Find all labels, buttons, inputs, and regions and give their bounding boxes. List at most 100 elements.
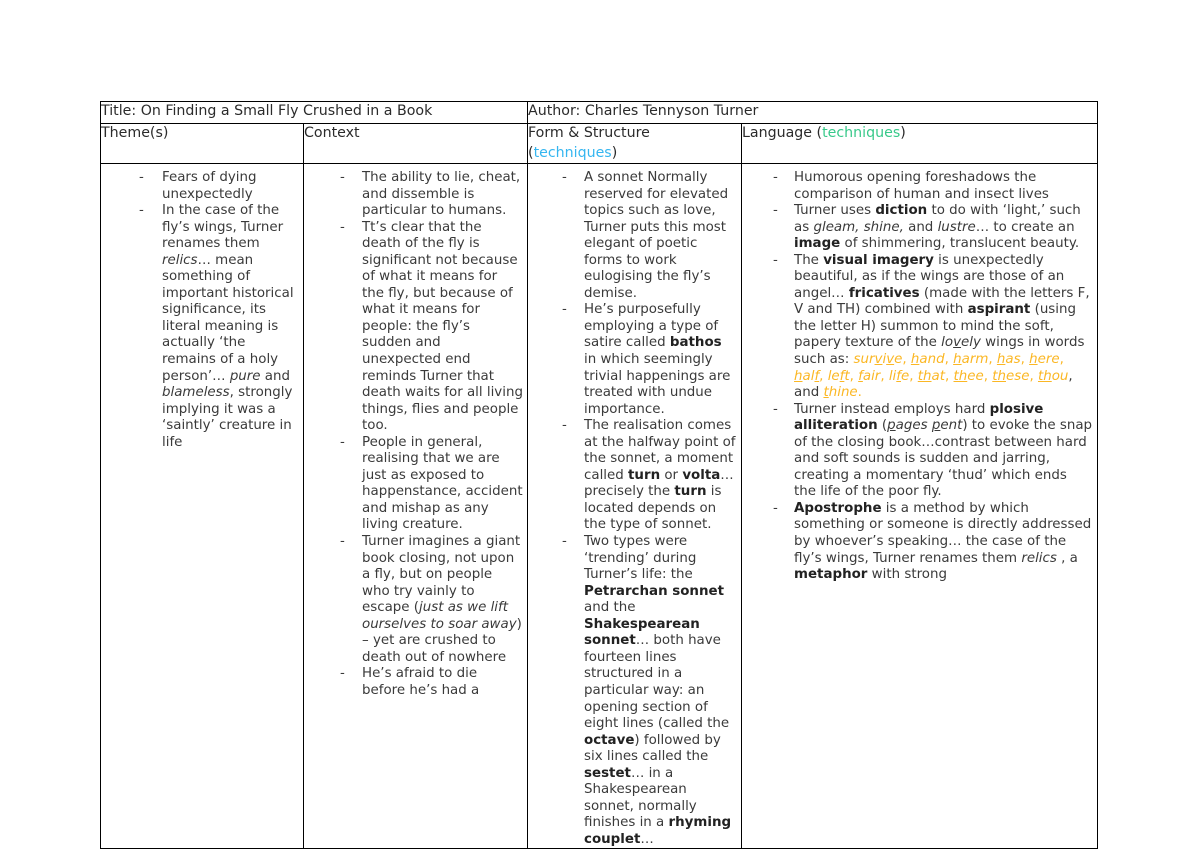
body-text: and the [584, 600, 636, 616]
quoted-term: gleam, shine, [813, 219, 904, 235]
list-item: Fears of dying unexpectedly [102, 170, 300, 203]
poem-title-cell: Title: On Finding a Small Fly Crushed in… [99, 101, 529, 124]
body-text: … precisely the [584, 467, 734, 500]
body-text: in which seemingly trivial happenings ar… [584, 352, 731, 417]
list-item: People in general, realising that we are… [305, 434, 524, 534]
table-row-body: Fears of dying unexpectedlyIn the case o… [100, 162, 1099, 849]
body-text: ( [877, 418, 888, 434]
list-item: The visual imagery is unexpectedly beaut… [743, 252, 1094, 402]
emphasis-term: aspirant [967, 302, 1031, 318]
header-language-paren-close: ) [900, 125, 906, 141]
body-text: In the case of the fly’s wings, Turner r… [162, 203, 284, 252]
emphasis-term: diction [875, 203, 928, 219]
body-text: (using the letter H) summon to mind the … [794, 302, 1076, 351]
header-cell-context: Context [302, 123, 529, 164]
table-row-title: Title: On Finding a Small Fly Crushed in… [99, 101, 1099, 124]
header-paren-close: ) [611, 144, 618, 161]
list-item: Tt’s clear that the death of the fly is … [305, 219, 524, 435]
header-techniques-blue: techniques [533, 144, 612, 161]
emphasis-term: Petrarchan sonnet [584, 583, 724, 599]
body-text: and [260, 368, 290, 384]
body-text: is a method by which something or someon… [794, 500, 1092, 566]
list-item: Humorous opening foreshadows the compari… [743, 170, 1094, 203]
emphasis-term: turn [628, 467, 661, 483]
body-text: Turner imagines a giant book closing, no… [362, 534, 521, 616]
list-item: In the case of the fly’s wings, Turner r… [102, 203, 300, 451]
emphasis-term: plosive alliteration [794, 401, 1044, 434]
header-label-themes: Theme(s) [101, 125, 169, 141]
header-cell-language: Language (techniques) [741, 123, 1099, 164]
body-text: The ability to lie, cheat, and dissemble… [362, 170, 521, 219]
body-text: , strongly implying it was a ‘saintly’ c… [162, 385, 293, 450]
emphasis-term: volta [682, 467, 721, 483]
body-text: ) to evoke the snap of the closing book…… [794, 418, 1093, 500]
body-text: ) followed by six lines called the [584, 732, 721, 765]
body-cell-language: Humorous opening foreshadows the compari… [741, 162, 1099, 849]
body-text: … to create an [975, 219, 1075, 235]
body-text: People in general, realising that we are… [362, 434, 523, 533]
body-cell-context: The ability to lie, cheat, and dissemble… [302, 162, 529, 849]
body-text: to do with ‘light,’ such as [794, 203, 1081, 235]
body-text: wings in words such as: [794, 335, 1085, 368]
emphasis-term: image [794, 236, 841, 252]
body-text: or [660, 467, 683, 483]
list-item: Apostrophe is a method by which somethin… [743, 500, 1094, 584]
header-techniques-green: techniques [822, 125, 901, 141]
header-paren-open: ( [528, 144, 534, 161]
poem-title-label: Title: On Finding a Small Fly Crushed in… [101, 103, 433, 119]
emphasis-term: metaphor [794, 567, 868, 583]
quoted-term: pages pent [887, 418, 963, 434]
header-label-form: Form & Structure [528, 125, 650, 141]
form-bullet-list: A sonnet Normally reserved for elevated … [529, 165, 741, 848]
body-text: The realisation comes at the halfway poi… [584, 418, 736, 483]
list-item: The realisation comes at the halfway poi… [529, 418, 738, 534]
table-row-headers: Theme(s) Context Form & Structure (techn… [100, 123, 1099, 164]
body-text: with strong [867, 567, 947, 583]
body-text: Humorous opening foreshadows the compari… [794, 170, 1049, 202]
emphasis-term: Shakespearean sonnet [584, 616, 700, 649]
body-text: Two types were ‘trending’ during Turner’… [584, 534, 697, 583]
body-text: … in a Shakespearean sonnet, normally fi… [584, 765, 697, 831]
body-text: ) – yet are crushed to death out of nowh… [362, 616, 522, 665]
emphasis-term: visual imagery [823, 252, 934, 268]
body-text: … mean something of important historical… [162, 252, 294, 384]
body-text: Turner instead employs hard [794, 401, 990, 417]
emphasis-term: octave [584, 732, 635, 748]
emphasis-term: fricatives [848, 285, 920, 301]
header-label-context: Context [304, 125, 360, 141]
quoted-term: blameless [162, 385, 230, 401]
header-label-language: Language ( [742, 125, 823, 141]
quoted-term: just as we lift ourselves to soar away [362, 600, 517, 632]
body-text: Fears of dying unexpectedly [162, 170, 257, 202]
emphasis-term: bathos [669, 335, 722, 351]
body-text: He’s afraid to die before he’s had a [362, 666, 480, 698]
body-text: (made with the letters F, V and TH) comb… [794, 285, 1090, 318]
language-bullet-list: Humorous opening foreshadows the compari… [743, 165, 1097, 584]
body-text: He’s purposefully employing a type of sa… [584, 302, 719, 351]
quoted-term: lustre [937, 219, 976, 235]
quoted-term: lovely [941, 335, 981, 351]
body-text: Turner uses [794, 203, 876, 219]
list-item: He’s afraid to die before he’s had a [305, 666, 524, 699]
body-text: … both have fourteen lines structured in… [584, 633, 730, 732]
header-cell-form: Form & Structure (techniques) [527, 123, 743, 164]
body-text: Tt’s clear that the death of the fly is … [362, 219, 523, 434]
themes-bullet-list: Fears of dying unexpectedlyIn the case o… [102, 165, 303, 452]
quoted-term: relics [1021, 550, 1057, 566]
revision-table: Title: On Finding a Small Fly Crushed in… [99, 101, 1099, 849]
body-text: and [903, 219, 938, 235]
quoted-term: relics [162, 252, 198, 268]
list-item: Turner uses diction to do with ‘light,’ … [743, 203, 1094, 253]
poem-author-cell: Author: Charles Tennyson Turner [527, 101, 1099, 124]
quoted-term: pure [229, 368, 261, 384]
emphasis-term: turn [674, 484, 707, 500]
list-item: He’s purposefully employing a type of sa… [529, 302, 738, 418]
body-text: The [794, 252, 824, 268]
body-cell-themes: Fears of dying unexpectedlyIn the case o… [100, 162, 304, 849]
context-bullet-list: The ability to lie, cheat, and dissemble… [305, 165, 527, 700]
list-item: Turner instead employs hard plosive alli… [743, 401, 1094, 501]
body-text: is unexpectedly beautiful, as if the win… [794, 252, 1065, 301]
fricative-word-list: survive, hand, harm, has, here, half, le… [794, 352, 1073, 401]
list-item: Two types were ‘trending’ during Turner’… [529, 534, 738, 848]
